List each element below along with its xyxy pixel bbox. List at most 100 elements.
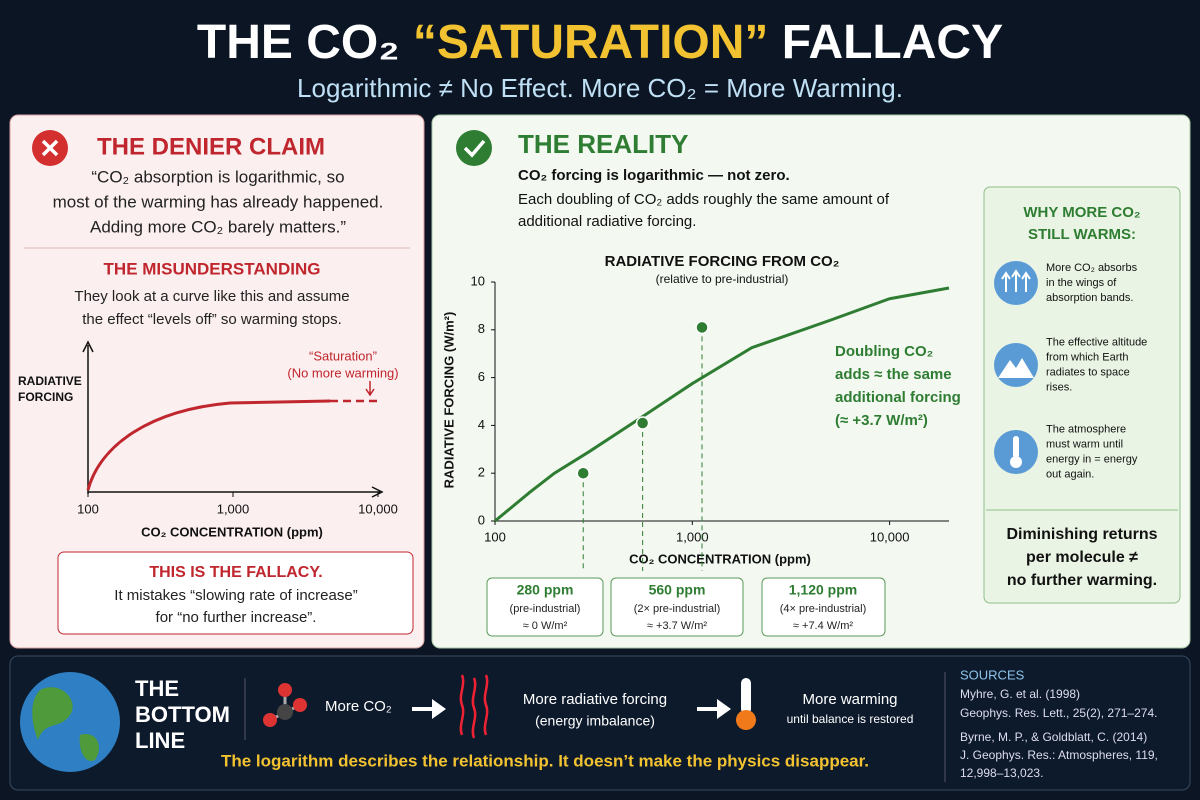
body-line: for “no further increase”. [156, 609, 317, 626]
sketch-annotation: (No more warming) [287, 365, 398, 380]
callout-note: (2× pre-industrial) [634, 603, 721, 615]
title-part: THE CO₂ [197, 16, 413, 69]
conclusion-line: per molecule ≠ [1026, 549, 1138, 566]
fallacy-box [57, 551, 414, 635]
y-tick-label: 8 [478, 321, 485, 336]
why-item-line: The atmosphere [1046, 423, 1126, 435]
annotation-arrow [365, 381, 375, 397]
body-line: They look at a curve like this and assum… [74, 288, 349, 305]
conclusion-line: Diminishing returns [1006, 526, 1157, 543]
callouts: 280 ppm (pre-industrial) ≈ 0 W/m² 560 ppm (2… [486, 577, 886, 637]
why-item-line: energy in = energy [1046, 453, 1138, 465]
y-axis-label: RADIATIVE FORCING (W/m²) [441, 312, 456, 489]
step-text: (energy imbalance) [535, 713, 655, 729]
icon-arrows [1001, 269, 1031, 292]
misunderstanding-heading: THE MISUNDERSTANDING [104, 259, 321, 278]
x-tick-label: 100 [77, 501, 99, 516]
step-text: More warming [802, 691, 897, 708]
source-line: Myhre, G. et al. (1998) [960, 687, 1080, 701]
why-item-line: radiates to space [1046, 366, 1130, 378]
sketch-annotation: “Saturation” [309, 348, 377, 363]
why-item-line: out again. [1046, 468, 1094, 480]
body-line: Each doubling of CO₂ adds roughly the sa… [518, 191, 890, 208]
cross-mark [41, 139, 59, 157]
body-line: It mistakes “slowing rate of increase” [114, 587, 357, 604]
title-part: FALLACY [768, 16, 1003, 69]
chart-annotation: adds ≈ the same [835, 366, 952, 383]
sketch-curve [86, 399, 331, 491]
conclusion-line: no further warming. [1007, 572, 1157, 589]
x-tick-label: 1,000 [676, 529, 709, 544]
x-axis [88, 486, 384, 498]
icon-thermometer [1013, 436, 1019, 458]
callout-box [610, 577, 744, 637]
altitude-icon [994, 343, 1038, 387]
y-tick-label: 4 [478, 417, 485, 432]
step-text: More radiative forcing [523, 691, 667, 708]
sketch-y-label: FORCING [18, 390, 73, 404]
x-tick-label: 100 [484, 529, 506, 544]
marker [635, 416, 650, 430]
forcing-chart: RADIATIVE FORCING FROM CO₂ (relative to … [441, 253, 961, 571]
callout-concentration: 1,120 ppm [789, 582, 857, 598]
body-line: the effect “levels off” so warming stops… [82, 311, 342, 328]
quote-line: most of the warming has already happened… [53, 192, 384, 211]
why-heading: WHY MORE CO₂ [1023, 204, 1140, 221]
callout-concentration: 280 ppm [517, 582, 574, 598]
bottom-label: THE [135, 676, 179, 701]
chart-annotation: additional forcing [835, 389, 961, 406]
source-line: Geophys. Res. Lett., 25(2), 271–274. [960, 706, 1157, 720]
title-part: “SATURATION” [413, 16, 769, 69]
flow-arrow [697, 699, 731, 719]
sketch-y-label: RADIATIVE [18, 374, 82, 388]
why-item-line: The effective altitude [1046, 336, 1147, 348]
why-item-line: in the wings of [1046, 277, 1117, 289]
marker [576, 466, 590, 480]
callout-concentration: 560 ppm [649, 582, 706, 598]
why-item-line: absorption bands. [1046, 292, 1133, 304]
callout-forcing: ≈ +7.4 W/m² [793, 620, 853, 632]
thermometer-icon [741, 678, 751, 714]
quote-line: “CO₂ absorption is logarithmic, so [91, 167, 344, 186]
y-tick-label: 2 [478, 465, 485, 480]
bottom-label: BOTTOM [135, 702, 230, 727]
quote-line: Adding more CO₂ barely matters.” [90, 217, 346, 236]
why-heading: STILL WARMS: [1028, 226, 1136, 243]
denier-heading: THE DENIER CLAIM [97, 133, 325, 160]
tagline: The logarithm describes the relationship… [221, 751, 869, 770]
callout-note: (4× pre-industrial) [780, 603, 867, 615]
y-tick-label: 10 [471, 273, 485, 288]
bottom-panel [9, 655, 1191, 791]
chart-annotation: Doubling CO₂ [835, 343, 933, 360]
reality-lead: CO₂ forcing is logarithmic — not zero. [518, 167, 790, 184]
source-line: J. Geophys. Res.: Atmospheres, 119, [960, 748, 1158, 762]
title: THE CO₂ “SATURATION” FALLACY [197, 16, 1003, 69]
icon-bulb [1010, 456, 1022, 468]
callout-note: (pre-industrial) [510, 603, 581, 615]
y-axis [82, 340, 94, 494]
why-item-line: must warm until [1046, 438, 1123, 450]
marker [695, 320, 709, 335]
icon-mountain [998, 358, 1034, 378]
callout-box [761, 577, 886, 637]
sketch-x-label: CO₂ CONCENTRATION (ppm) [141, 524, 323, 539]
why-item-line: rises. [1046, 381, 1072, 393]
earth-land [32, 687, 100, 761]
x-axis-label: CO₂ CONCENTRATION (ppm) [629, 551, 811, 566]
check-mark [463, 139, 486, 158]
flow-arrow [412, 699, 446, 719]
subtitle: Logarithmic ≠ No Effect. More CO₂ = More… [297, 73, 903, 103]
fallacy-heading: THIS IS THE FALLACY. [149, 564, 322, 581]
sources-heading: SOURCES [960, 667, 1025, 682]
molecule-icon [263, 683, 307, 727]
body-line: additional radiative forcing. [518, 213, 696, 230]
chart-subtitle: (relative to pre-industrial) [656, 272, 789, 286]
reality-heading: THE REALITY [518, 129, 688, 159]
forcing-icon [459, 674, 489, 739]
callout-forcing: ≈ 0 W/m² [523, 620, 568, 632]
sketch-chart: RADIATIVE FORCING “Saturation” (No more … [18, 340, 399, 539]
chart-annotation: (≈ +3.7 W/m²) [835, 412, 928, 429]
x-tick-label: 10,000 [870, 529, 910, 544]
chart-title: RADIATIVE FORCING FROM CO₂ [605, 253, 840, 270]
